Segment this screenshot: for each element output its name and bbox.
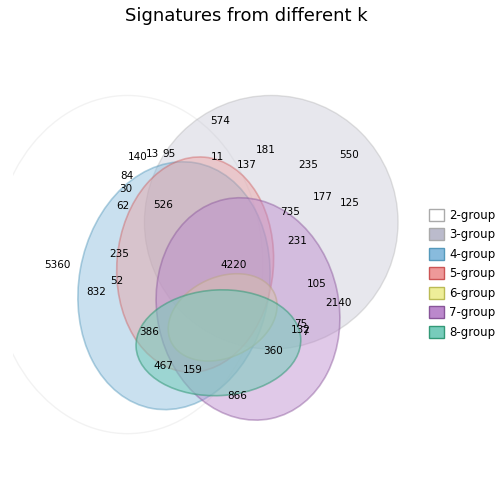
Text: 386: 386 — [139, 327, 159, 337]
Text: 181: 181 — [256, 146, 276, 155]
Text: 177: 177 — [313, 192, 333, 202]
Text: 62: 62 — [116, 201, 130, 211]
Text: 231: 231 — [287, 236, 307, 246]
Text: 7: 7 — [302, 327, 308, 337]
Text: 550: 550 — [340, 150, 359, 160]
Ellipse shape — [156, 198, 340, 420]
Ellipse shape — [136, 290, 301, 396]
Text: 735: 735 — [280, 207, 300, 217]
Text: 125: 125 — [340, 198, 359, 208]
Text: 84: 84 — [120, 171, 133, 181]
Ellipse shape — [0, 95, 263, 433]
Text: 13: 13 — [146, 149, 159, 159]
Text: 235: 235 — [298, 160, 318, 170]
Text: 159: 159 — [183, 365, 203, 375]
Text: 30: 30 — [119, 184, 132, 195]
Text: 137: 137 — [237, 160, 257, 170]
Text: 526: 526 — [154, 201, 173, 210]
Title: Signatures from different k: Signatures from different k — [124, 7, 367, 25]
Ellipse shape — [78, 162, 270, 410]
Text: 132: 132 — [291, 325, 311, 335]
Text: 52: 52 — [110, 277, 123, 286]
Text: 140: 140 — [128, 152, 147, 162]
Legend: 2-group, 3-group, 4-group, 5-group, 6-group, 7-group, 8-group: 2-group, 3-group, 4-group, 5-group, 6-gr… — [429, 209, 496, 339]
Text: 866: 866 — [227, 391, 247, 401]
Text: 95: 95 — [162, 149, 175, 159]
Text: 360: 360 — [264, 346, 283, 356]
Text: 235: 235 — [109, 249, 129, 259]
Text: 574: 574 — [211, 116, 230, 126]
Text: 4220: 4220 — [220, 260, 246, 270]
Text: 75: 75 — [294, 319, 307, 329]
Text: 5360: 5360 — [44, 260, 71, 270]
Text: 11: 11 — [211, 152, 224, 162]
Text: 467: 467 — [154, 361, 173, 371]
Text: 105: 105 — [307, 279, 327, 289]
Ellipse shape — [145, 95, 398, 349]
Ellipse shape — [168, 274, 277, 361]
Text: 832: 832 — [86, 287, 106, 297]
Ellipse shape — [117, 157, 274, 372]
Text: 2140: 2140 — [326, 297, 352, 307]
